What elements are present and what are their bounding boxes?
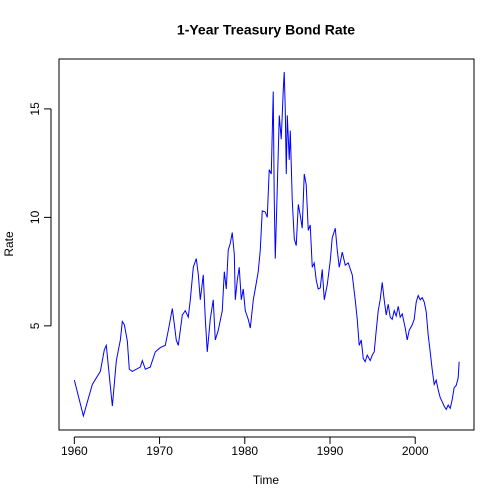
x-tick-label: 1990: [317, 444, 344, 458]
x-tick-label: 1980: [231, 444, 258, 458]
line-series: [73, 71, 460, 418]
plot-box: [58, 58, 475, 431]
y-axis-label: Rate: [2, 231, 16, 257]
x-axis-label: Time: [253, 473, 280, 487]
x-tick-label: 1970: [146, 444, 173, 458]
chart-title: 1-Year Treasury Bond Rate: [177, 22, 355, 38]
y-tick-label: 10: [28, 210, 42, 224]
y-tick-label: 15: [28, 102, 42, 116]
x-tick-label: 2000: [402, 444, 429, 458]
y-tick-label: 5: [28, 322, 42, 329]
x-tick-label: 1960: [61, 444, 88, 458]
